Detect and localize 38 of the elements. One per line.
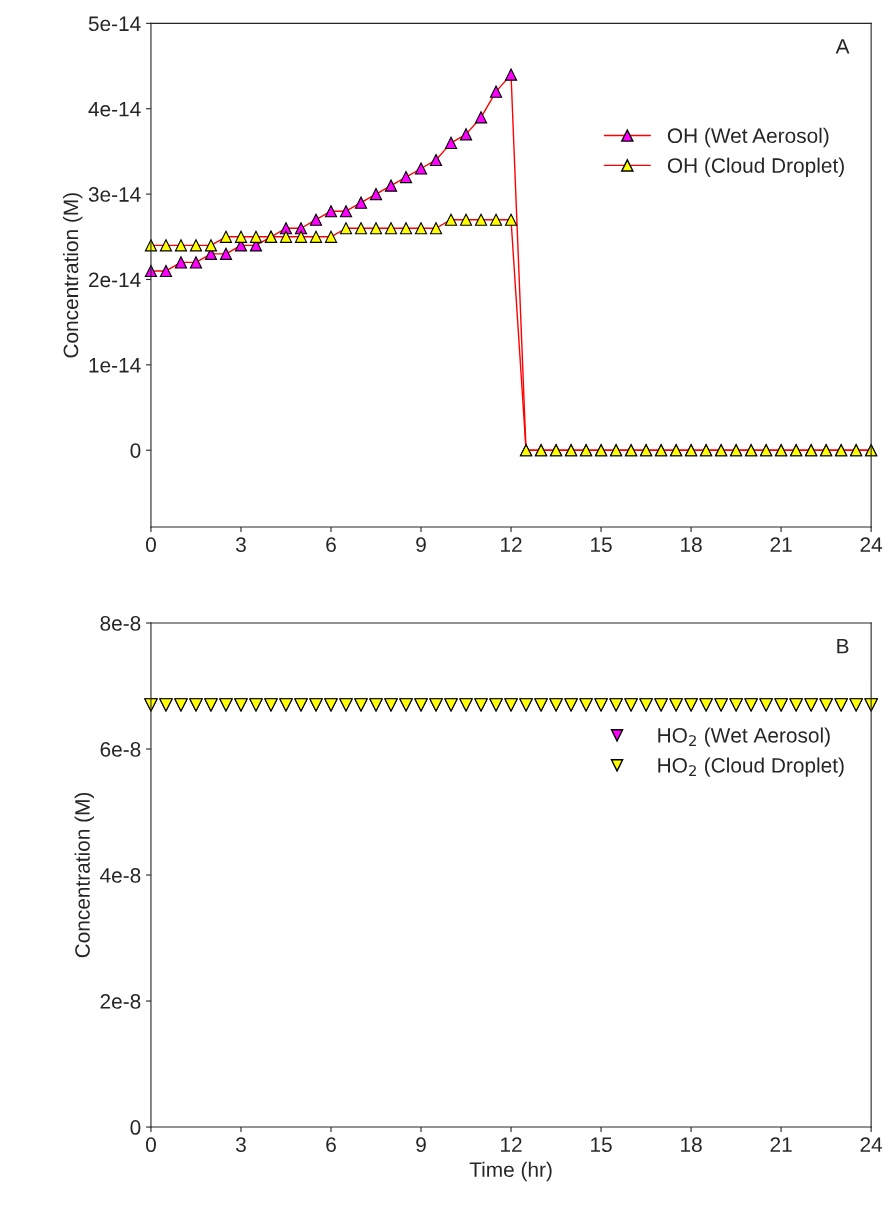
x-tick-label: 9: [416, 1137, 426, 1153]
legend-label: HO$_{2}$ (Wet Aerosol): [658, 727, 830, 747]
y-tick-label: 4e-8: [100, 868, 141, 883]
x-tick-label: 6: [326, 1137, 336, 1153]
y-tick-label: 0: [130, 443, 141, 458]
y-tick-label: 2e-8: [100, 994, 141, 1009]
x-tick-label: 0: [145, 537, 156, 553]
x-tick-label: 15: [591, 537, 612, 553]
annotation: B: [837, 638, 849, 654]
legend-label: OH (Cloud Droplet): [667, 157, 844, 177]
y-axis-title: Concentration (M): [62, 193, 83, 358]
legend-label: HO$_{2}$ (Cloud Droplet): [658, 757, 844, 777]
y-tick-label: 5e-14: [88, 16, 141, 32]
x-tick-label: 18: [681, 537, 702, 553]
x-tick-label: 12: [501, 1137, 522, 1152]
y-tick-label: 2e-14: [89, 272, 141, 288]
y-tick-label: 6e-8: [100, 742, 141, 757]
x-tick-label: 21: [770, 537, 792, 552]
annotation: A: [835, 39, 850, 54]
y-axis-title: Concentration (M): [74, 792, 94, 958]
x-tick-label: 9: [416, 537, 426, 553]
y-tick-label: 4e-14: [88, 101, 141, 117]
x-tick-label: 3: [235, 1137, 246, 1153]
legend-label: OH (Wet Aerosol): [667, 127, 829, 148]
y-tick-label: 3e-14: [88, 187, 141, 202]
x-tick-label: 3: [235, 537, 246, 553]
x-tick-label: 15: [591, 1137, 612, 1153]
x-tick-label: 12: [501, 537, 522, 552]
x-tick-label: 21: [770, 1137, 792, 1152]
x-axis-title: Time (hr): [469, 1161, 552, 1182]
x-tick-label: 18: [681, 1137, 702, 1153]
y-tick-label: 0: [130, 1120, 141, 1135]
y-tick-label: 1e-14: [89, 358, 141, 373]
x-tick-label: 24: [860, 1137, 883, 1152]
y-tick-label: 8e-8: [100, 616, 141, 631]
x-tick-label: 24: [860, 537, 883, 552]
x-tick-label: 0: [145, 1137, 156, 1153]
x-tick-label: 6: [326, 537, 336, 553]
